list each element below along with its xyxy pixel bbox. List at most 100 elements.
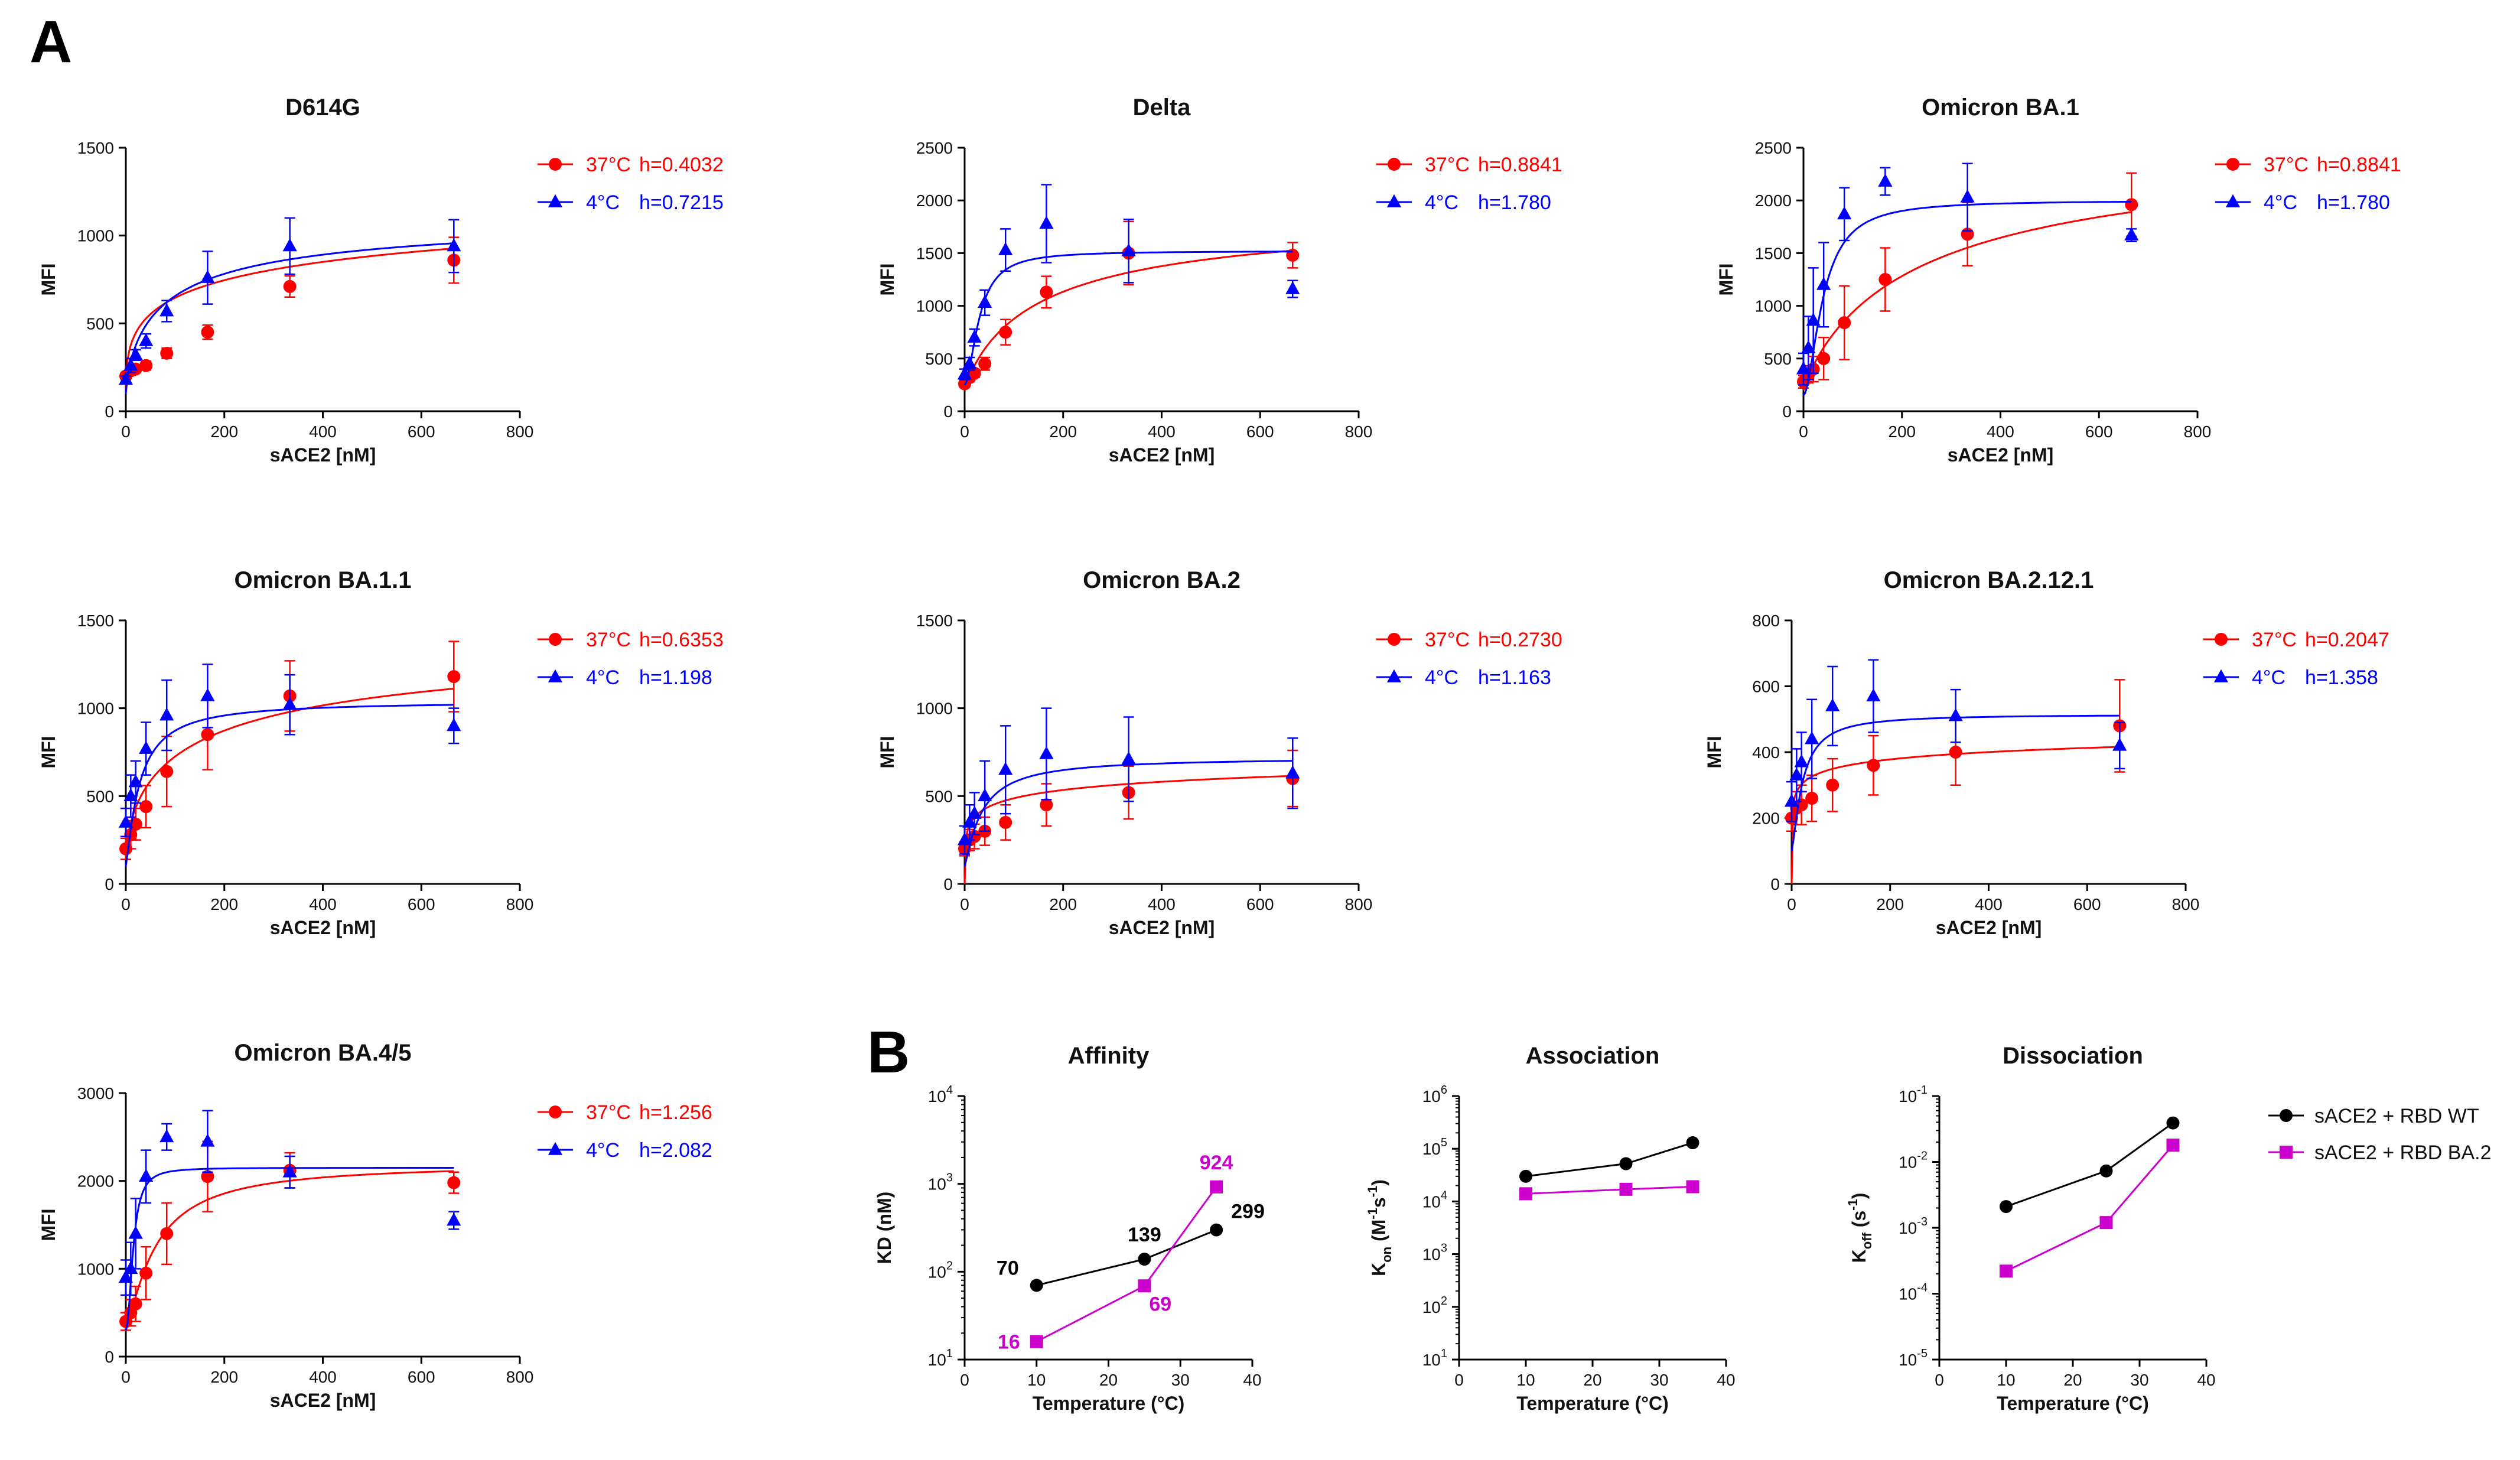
y-tick-label: 0 xyxy=(1770,875,1780,893)
legend-label: 37°C xyxy=(586,1101,631,1124)
legend-item: 37°C h=0.2047 xyxy=(2203,629,2389,651)
legend-hill: h=0.2730 xyxy=(1478,629,1562,651)
y-tick-label: 500 xyxy=(1764,350,1792,368)
legend-label: 37°C xyxy=(1425,154,1470,176)
series-37c xyxy=(119,640,461,860)
data-point xyxy=(1040,798,1053,812)
y-tick-label: 104 xyxy=(1422,1189,1447,1211)
y-tick-label: 2500 xyxy=(1755,139,1792,157)
data-point xyxy=(1030,1279,1043,1292)
series-4c xyxy=(118,217,461,394)
x-tick-label: 200 xyxy=(210,422,238,441)
data-point xyxy=(999,326,1012,339)
y-tick-label: 1000 xyxy=(1755,297,1792,316)
chart-d614g: D614G sACE2 [nM] MFI 0 200 400 600 800 0 500 1000 1… xyxy=(38,95,724,466)
data-point xyxy=(159,303,174,317)
data-point xyxy=(1817,352,1831,365)
data-point xyxy=(128,1225,143,1239)
y-tick-label: 1000 xyxy=(916,297,953,316)
data-point xyxy=(962,814,977,828)
x-tick-label: 0 xyxy=(1787,895,1796,913)
legend-marker xyxy=(1386,669,1402,682)
data-point xyxy=(118,814,134,828)
data-point xyxy=(1121,751,1136,765)
legend-marker xyxy=(548,194,563,207)
y-tick-label: 10-5 xyxy=(1899,1347,1928,1369)
data-point xyxy=(139,359,153,372)
data-point xyxy=(447,718,461,731)
data-point xyxy=(1948,708,1963,721)
chart-title: Omicron BA.1 xyxy=(1922,95,2079,121)
data-point xyxy=(1784,794,1799,807)
legend-item: 4°C h=1.780 xyxy=(2215,191,2390,214)
legend-marker xyxy=(1386,194,1402,207)
legend-label: 4°C xyxy=(586,666,620,689)
x-tick-label: 0 xyxy=(960,422,969,441)
legend-marker xyxy=(548,1142,563,1155)
data-point xyxy=(129,1297,142,1311)
chart-title: Association xyxy=(1526,1043,1660,1069)
legend-item: 4°C h=1.358 xyxy=(2203,666,2378,689)
x-tick-label: 800 xyxy=(506,422,534,441)
y-axis-label: Kon (M-1s-1) xyxy=(1365,1179,1394,1276)
data-point xyxy=(123,1261,138,1274)
data-point xyxy=(123,357,138,371)
legend-hill: h=1.358 xyxy=(2305,666,2378,689)
legend-hill: h=0.7215 xyxy=(639,191,724,214)
data-point xyxy=(200,688,215,701)
x-axis-label: Temperature (°C) xyxy=(1033,1393,1185,1414)
y-tick-label: 0 xyxy=(105,402,114,421)
data-point xyxy=(1619,1182,1633,1196)
legend-marker xyxy=(2280,1109,2293,1122)
x-tick-label: 600 xyxy=(408,422,435,441)
series-wt xyxy=(1519,1136,1699,1183)
x-tick-label: 0 xyxy=(1935,1371,1944,1389)
x-tick-label: 40 xyxy=(1717,1371,1735,1389)
legend-hill: h=2.082 xyxy=(639,1139,712,1162)
chart-title: Affinity xyxy=(1068,1043,1150,1069)
x-tick-label: 400 xyxy=(309,895,337,913)
legend-item: 4°C h=1.198 xyxy=(538,666,712,689)
series-4c xyxy=(1796,162,2139,396)
y-tick-label: 1000 xyxy=(77,1260,114,1278)
y-tick-label: 1000 xyxy=(77,227,114,245)
legend-item: 4°C h=1.163 xyxy=(1376,666,1551,689)
data-point xyxy=(447,670,461,684)
legend-label: 37°C xyxy=(2252,629,2297,651)
data-point xyxy=(200,1133,215,1147)
data-point xyxy=(1825,698,1840,711)
x-axis-label: sACE2 [nM] xyxy=(270,444,376,466)
x-tick-label: 10 xyxy=(1997,1371,2015,1389)
x-tick-label: 40 xyxy=(1243,1371,1261,1389)
chart-title: Omicron BA.2 xyxy=(1083,567,1241,593)
data-label: 299 xyxy=(1231,1201,1265,1223)
data-point xyxy=(201,326,214,339)
data-point xyxy=(1816,277,1831,290)
data-point xyxy=(957,832,972,846)
y-axis-label: KD (nM) xyxy=(874,1192,895,1264)
x-tick-label: 400 xyxy=(1975,895,2003,913)
x-tick-label: 20 xyxy=(2063,1371,2082,1389)
y-tick-label: 1500 xyxy=(77,139,114,157)
x-axis-label: sACE2 [nM] xyxy=(1109,444,1215,466)
data-point xyxy=(2124,227,2139,240)
legend-label: 37°C xyxy=(1425,629,1470,651)
y-tick-label: 101 xyxy=(928,1347,953,1369)
chart-association: Association Temperature (°C) Kon (M-1s-1) 0… xyxy=(1365,1043,1736,1414)
data-point xyxy=(159,707,174,721)
x-tick-label: 0 xyxy=(960,895,969,913)
x-tick-label: 800 xyxy=(506,895,534,913)
legend-item: 4°C h=1.780 xyxy=(1376,191,1551,214)
x-axis-label: sACE2 [nM] xyxy=(1948,444,2054,466)
data-point xyxy=(978,788,992,802)
x-tick-label: 200 xyxy=(1876,895,1904,913)
y-tick-label: 500 xyxy=(925,787,953,805)
data-point xyxy=(1805,731,1819,744)
y-tick-label: 106 xyxy=(1422,1084,1447,1105)
data-point xyxy=(139,740,154,754)
data-point xyxy=(447,1176,461,1189)
data-point xyxy=(967,329,982,343)
y-axis-label: MFI xyxy=(877,736,898,768)
y-tick-label: 1500 xyxy=(77,612,114,630)
data-point xyxy=(1686,1136,1699,1150)
